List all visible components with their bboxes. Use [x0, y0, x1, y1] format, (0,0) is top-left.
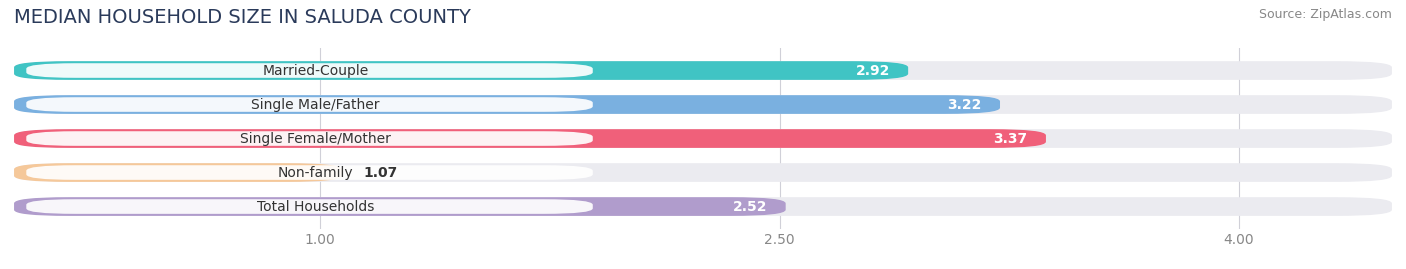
Text: 2.92: 2.92: [855, 63, 890, 77]
Text: Source: ZipAtlas.com: Source: ZipAtlas.com: [1258, 8, 1392, 21]
FancyBboxPatch shape: [14, 129, 1392, 148]
Text: Single Female/Mother: Single Female/Mother: [240, 132, 391, 146]
FancyBboxPatch shape: [14, 197, 1392, 216]
FancyBboxPatch shape: [14, 197, 786, 216]
Text: MEDIAN HOUSEHOLD SIZE IN SALUDA COUNTY: MEDIAN HOUSEHOLD SIZE IN SALUDA COUNTY: [14, 8, 471, 27]
FancyBboxPatch shape: [14, 95, 1392, 114]
FancyBboxPatch shape: [27, 97, 593, 112]
Text: Total Households: Total Households: [257, 200, 374, 214]
FancyBboxPatch shape: [27, 165, 593, 180]
FancyBboxPatch shape: [14, 61, 908, 80]
Text: Married-Couple: Married-Couple: [263, 63, 368, 77]
Text: 2.52: 2.52: [733, 200, 768, 214]
FancyBboxPatch shape: [14, 95, 1000, 114]
FancyBboxPatch shape: [14, 61, 1392, 80]
FancyBboxPatch shape: [14, 129, 1046, 148]
FancyBboxPatch shape: [14, 163, 342, 182]
FancyBboxPatch shape: [27, 199, 593, 214]
FancyBboxPatch shape: [27, 63, 593, 78]
FancyBboxPatch shape: [27, 131, 593, 146]
Text: Single Male/Father: Single Male/Father: [252, 98, 380, 112]
FancyBboxPatch shape: [14, 163, 1392, 182]
Text: 3.22: 3.22: [948, 98, 981, 112]
Text: 3.37: 3.37: [994, 132, 1028, 146]
Text: 1.07: 1.07: [363, 165, 398, 179]
Text: Non-family: Non-family: [278, 165, 353, 179]
